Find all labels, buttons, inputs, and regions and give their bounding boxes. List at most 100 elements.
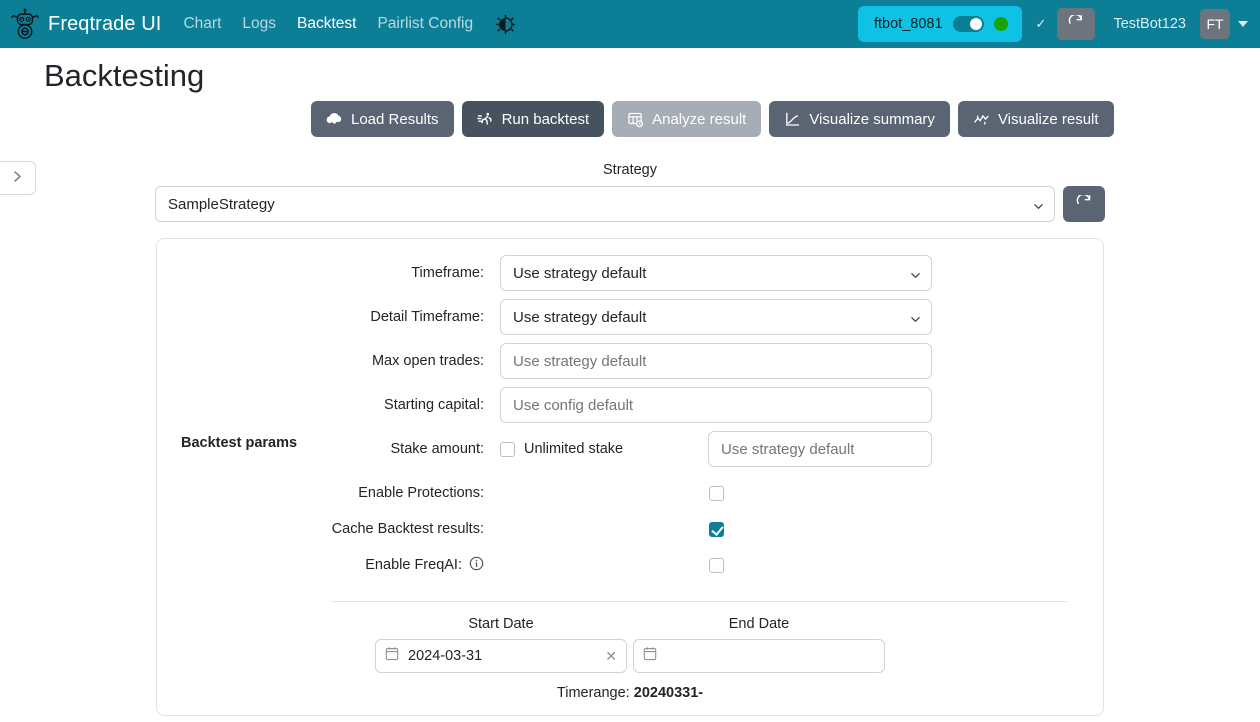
field-detail-timeframe: Detail Timeframe: Use strategy default: [175, 299, 1085, 335]
start-date-column: Start Date 2024-03-31 ✕: [375, 616, 627, 673]
row-gap: [175, 423, 1085, 431]
enable-freqai-checkbox[interactable]: [708, 557, 724, 573]
starting-capital-label: Starting capital:: [384, 397, 484, 413]
navbar-right: ftbot_8081 ✓ TestBot123 FT: [857, 6, 1248, 42]
close-icon[interactable]: ✕: [605, 648, 617, 664]
trend-chart-icon: [973, 111, 990, 128]
backtest-params-form: Timeframe: Use strategy default Detail T…: [175, 255, 1085, 583]
detail-timeframe-select[interactable]: Use strategy default: [500, 299, 932, 335]
page-header: Backtesting Load Results: [0, 48, 1260, 195]
detail-timeframe-label: Detail Timeframe:: [370, 309, 484, 325]
visualize-result-label: Visualize result: [997, 110, 1099, 128]
timerange-label: Timerange:: [556, 685, 630, 701]
reload-icon: [1076, 193, 1092, 214]
field-timeframe: Timeframe: Use strategy default: [175, 255, 1085, 291]
enable-protections-checkbox[interactable]: [708, 485, 724, 501]
strategy-reload-button[interactable]: [1063, 186, 1105, 222]
load-results-label: Load Results: [351, 110, 439, 128]
unlimited-stake-checkbox[interactable]: [500, 441, 515, 457]
username-label: TestBot123: [1113, 16, 1186, 32]
cloud-download-icon: [326, 111, 343, 128]
backtest-toolbar: Load Results Run backtest: [311, 101, 1114, 137]
end-date-label: End Date: [728, 616, 790, 632]
reload-icon: [1068, 13, 1084, 34]
field-enable-freqai: Enable FreqAI:: [175, 547, 1085, 583]
enable-freqai-label: Enable FreqAI:: [175, 556, 500, 575]
bot-selector-badge[interactable]: ftbot_8081: [857, 6, 1022, 42]
stake-amount-input[interactable]: [708, 431, 932, 467]
form-divider: [331, 601, 1067, 602]
brand-link[interactable]: Freqtrade UI: [10, 8, 161, 40]
start-date-input[interactable]: 2024-03-31 ✕: [375, 639, 627, 673]
bot-name-label: ftbot_8081: [873, 16, 943, 32]
timeframe-select[interactable]: Use strategy default: [500, 255, 932, 291]
visualize-result-button[interactable]: Visualize result: [957, 101, 1114, 137]
running-person-icon: [476, 111, 494, 128]
backtest-params-title: Backtest params: [181, 435, 298, 451]
bot-status-dot: [993, 17, 1008, 31]
run-backtest-label: Run backtest: [501, 110, 590, 128]
brand-title: Freqtrade UI: [48, 12, 162, 35]
visualize-summary-button[interactable]: Visualize summary: [769, 101, 950, 137]
row-gap: [175, 291, 1085, 299]
avatar[interactable]: FT: [1200, 9, 1230, 39]
chevron-down-icon: [910, 268, 920, 278]
info-circle-icon[interactable]: [469, 556, 484, 575]
chevron-right-icon: [12, 170, 23, 187]
chevron-down-icon: [910, 312, 920, 322]
robot-icon: [10, 8, 40, 40]
enable-protections-label: Enable Protections:: [358, 485, 484, 501]
visualize-summary-label: Visualize summary: [809, 110, 935, 128]
strategy-select[interactable]: SampleStrategy: [155, 186, 1055, 222]
analyze-result-button[interactable]: Analyze result: [612, 101, 762, 137]
timerange-display: Timerange: 20240331-: [175, 685, 1085, 701]
backtest-content: Strategy SampleStrategy: [0, 104, 1260, 722]
calendar-icon: [385, 646, 399, 666]
analyze-result-label: Analyze result: [652, 110, 747, 128]
field-max-open-trades: Max open trades:: [175, 343, 1085, 379]
page-title: Backtesting: [44, 58, 205, 93]
end-date-input[interactable]: [633, 639, 885, 673]
nav-item-pairlist-config[interactable]: Pairlist Config: [377, 15, 474, 32]
timerange-value: 20240331-: [633, 685, 704, 701]
row-gap: [175, 467, 1085, 475]
timeframe-value: Use strategy default: [513, 264, 647, 282]
nav-item-backtest[interactable]: Backtest: [297, 15, 357, 32]
check-icon[interactable]: ✓: [1035, 16, 1047, 31]
strategy-label: Strategy: [603, 162, 657, 178]
nav-item-chart[interactable]: Chart: [183, 15, 222, 32]
enable-freqai-text: Enable FreqAI:: [365, 557, 462, 573]
field-stake-amount: Stake amount: Unlimited stake: [175, 431, 1085, 467]
load-results-button[interactable]: Load Results: [311, 101, 454, 137]
field-starting-capital: Starting capital:: [175, 387, 1085, 423]
bot-enable-toggle[interactable]: [952, 16, 984, 32]
calendar-icon: [643, 646, 657, 666]
strategy-select-value: SampleStrategy: [168, 195, 275, 213]
detail-timeframe-value: Use strategy default: [513, 308, 647, 326]
start-date-value: 2024-03-31: [408, 648, 483, 664]
cache-results-checkbox[interactable]: [708, 521, 724, 537]
starting-capital-input[interactable]: [500, 387, 932, 423]
strategy-section: Strategy SampleStrategy: [155, 104, 1105, 222]
chevron-down-icon: [1033, 199, 1043, 209]
field-cache-results: Cache Backtest results:: [175, 511, 1085, 547]
backtest-params-card: Backtest params Timeframe: Use strategy …: [156, 238, 1104, 716]
line-chart-icon: [784, 111, 801, 128]
max-open-trades-input[interactable]: [500, 343, 932, 379]
start-date-label: Start Date: [468, 616, 534, 632]
strategy-row: SampleStrategy: [155, 186, 1105, 222]
end-date-column: End Date: [633, 616, 885, 673]
date-range-section: Start Date 2024-03-31 ✕ End: [175, 616, 1085, 673]
stake-amount-label: Stake amount:: [390, 441, 485, 457]
navbar: Freqtrade UI Chart Logs Backtest Pairlis…: [0, 0, 1260, 48]
max-open-trades-label: Max open trades:: [371, 353, 484, 369]
field-enable-protections: Enable Protections:: [175, 475, 1085, 511]
navbar-reload-button[interactable]: [1057, 8, 1096, 40]
caret-down-icon[interactable]: [1238, 21, 1248, 27]
table-clock-icon: [627, 111, 644, 128]
nav-item-logs[interactable]: Logs: [242, 15, 276, 32]
nav-links: Chart Logs Backtest Pairlist Config: [183, 15, 473, 33]
brightness-contrast-icon[interactable]: [494, 13, 516, 35]
run-backtest-button[interactable]: Run backtest: [461, 101, 605, 137]
sidebar-expand-button[interactable]: [0, 161, 36, 195]
